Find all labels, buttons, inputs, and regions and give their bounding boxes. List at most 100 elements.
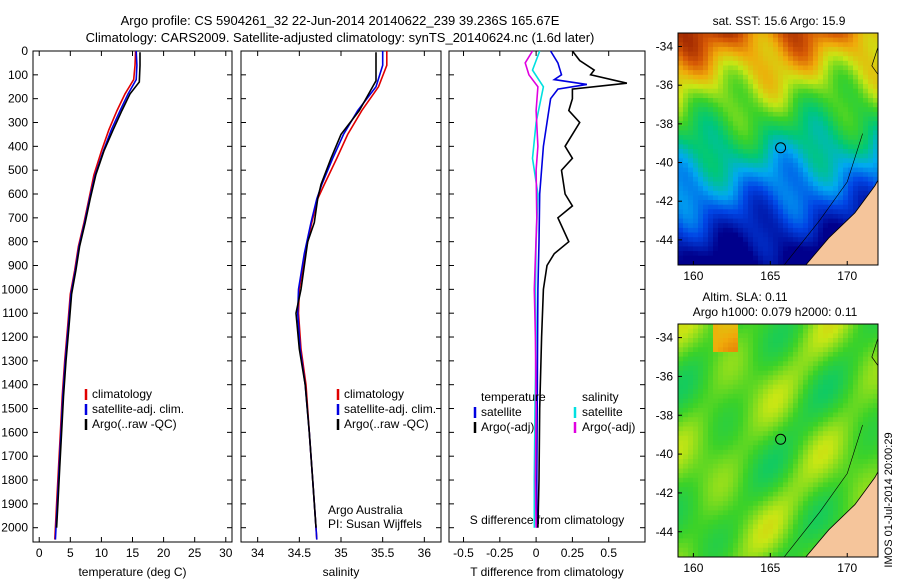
map-cell (728, 403, 734, 409)
map-cell (768, 241, 774, 247)
map-cell (828, 365, 834, 372)
map-cell (733, 162, 739, 169)
map-cell (783, 463, 789, 470)
map-cell (763, 158, 769, 164)
map-cell (823, 333, 829, 339)
map-cell (688, 70, 694, 76)
map-cell (718, 190, 724, 196)
map-cell (763, 510, 769, 516)
map-cell (723, 111, 729, 118)
map-cell (808, 328, 814, 334)
map-cell (688, 181, 694, 187)
map-cell (808, 158, 814, 164)
map-cell (858, 93, 864, 99)
map-cell (728, 342, 734, 348)
map-cell (758, 255, 764, 261)
map-cell (698, 375, 704, 381)
map-y-tick-label: -42 (656, 486, 674, 500)
map-cell (783, 181, 789, 187)
map-cell (838, 195, 844, 201)
map-cell (748, 459, 754, 465)
map-cell (828, 417, 834, 423)
map-cell (738, 370, 744, 376)
map-cell (798, 417, 804, 423)
map-cell (713, 130, 719, 136)
map-cell (838, 190, 844, 196)
map-cell (773, 102, 779, 108)
sst-map-title: sat. SST: 15.6 Argo: 15.9 (713, 14, 846, 28)
map-cell (758, 51, 764, 57)
map-cell (788, 46, 794, 53)
map-cell (833, 333, 839, 339)
map-x-tick-label: 160 (683, 561, 703, 575)
map-cell (853, 328, 859, 334)
map-cell (678, 338, 684, 344)
map-cell (698, 477, 704, 484)
map-cell (798, 463, 804, 470)
map-cell (743, 139, 749, 145)
map-cell (818, 459, 824, 465)
map-cell (833, 515, 839, 521)
map-cell (768, 389, 774, 395)
map-cell (873, 158, 878, 164)
map-cell (733, 46, 739, 53)
map-cell (798, 347, 804, 353)
map-cell (743, 251, 749, 257)
map-cell (723, 74, 729, 80)
map-cell (693, 200, 699, 206)
map-cell (758, 352, 764, 358)
map-cell (813, 149, 819, 155)
map-cell (763, 342, 769, 348)
map-cell (743, 218, 749, 224)
map-cell (833, 162, 839, 169)
map-cell (678, 70, 684, 76)
map-cell (703, 223, 709, 229)
map-cell (858, 454, 864, 460)
map-cell (718, 107, 724, 113)
map-cell (808, 361, 814, 367)
map-cell (803, 149, 809, 155)
map-cell (803, 552, 809, 557)
map-cell (693, 51, 699, 57)
map-cell (868, 347, 874, 353)
x-tick-label: 35.5 (371, 546, 395, 560)
map-cell (723, 445, 729, 451)
map-cell (778, 384, 784, 390)
map-cell (773, 547, 779, 553)
map-cell (813, 209, 819, 215)
map-cell (823, 65, 829, 71)
map-cell (853, 204, 859, 210)
map-cell (873, 421, 878, 428)
map-cell (833, 93, 839, 99)
map-cell (833, 356, 839, 362)
map-cell (718, 412, 724, 418)
map-cell (788, 491, 794, 498)
map-cell (773, 204, 779, 210)
map-cell (863, 421, 869, 428)
map-cell (808, 176, 814, 182)
map-cell (778, 65, 784, 71)
map-cell (838, 42, 844, 48)
map-cell (758, 543, 764, 549)
map-cell (843, 46, 849, 53)
map-cell (703, 130, 709, 136)
map-cell (788, 260, 794, 265)
map-y-tick-label: -40 (656, 447, 674, 461)
map-cell (688, 56, 694, 62)
map-cell (863, 403, 869, 409)
map-cell (828, 370, 834, 376)
map-cell (848, 65, 854, 71)
map-cell (813, 338, 819, 344)
map-cell (773, 496, 779, 502)
legend-entry: climatology (92, 387, 152, 401)
map-cell (778, 204, 784, 210)
map-cell (868, 149, 874, 155)
map-cell (683, 356, 689, 362)
map-cell (848, 412, 854, 418)
map-cell (723, 552, 729, 557)
map-cell (738, 356, 744, 362)
map-cell (688, 88, 694, 94)
map-cell (783, 209, 789, 215)
map-cell (813, 529, 819, 535)
map-cell (763, 227, 769, 234)
